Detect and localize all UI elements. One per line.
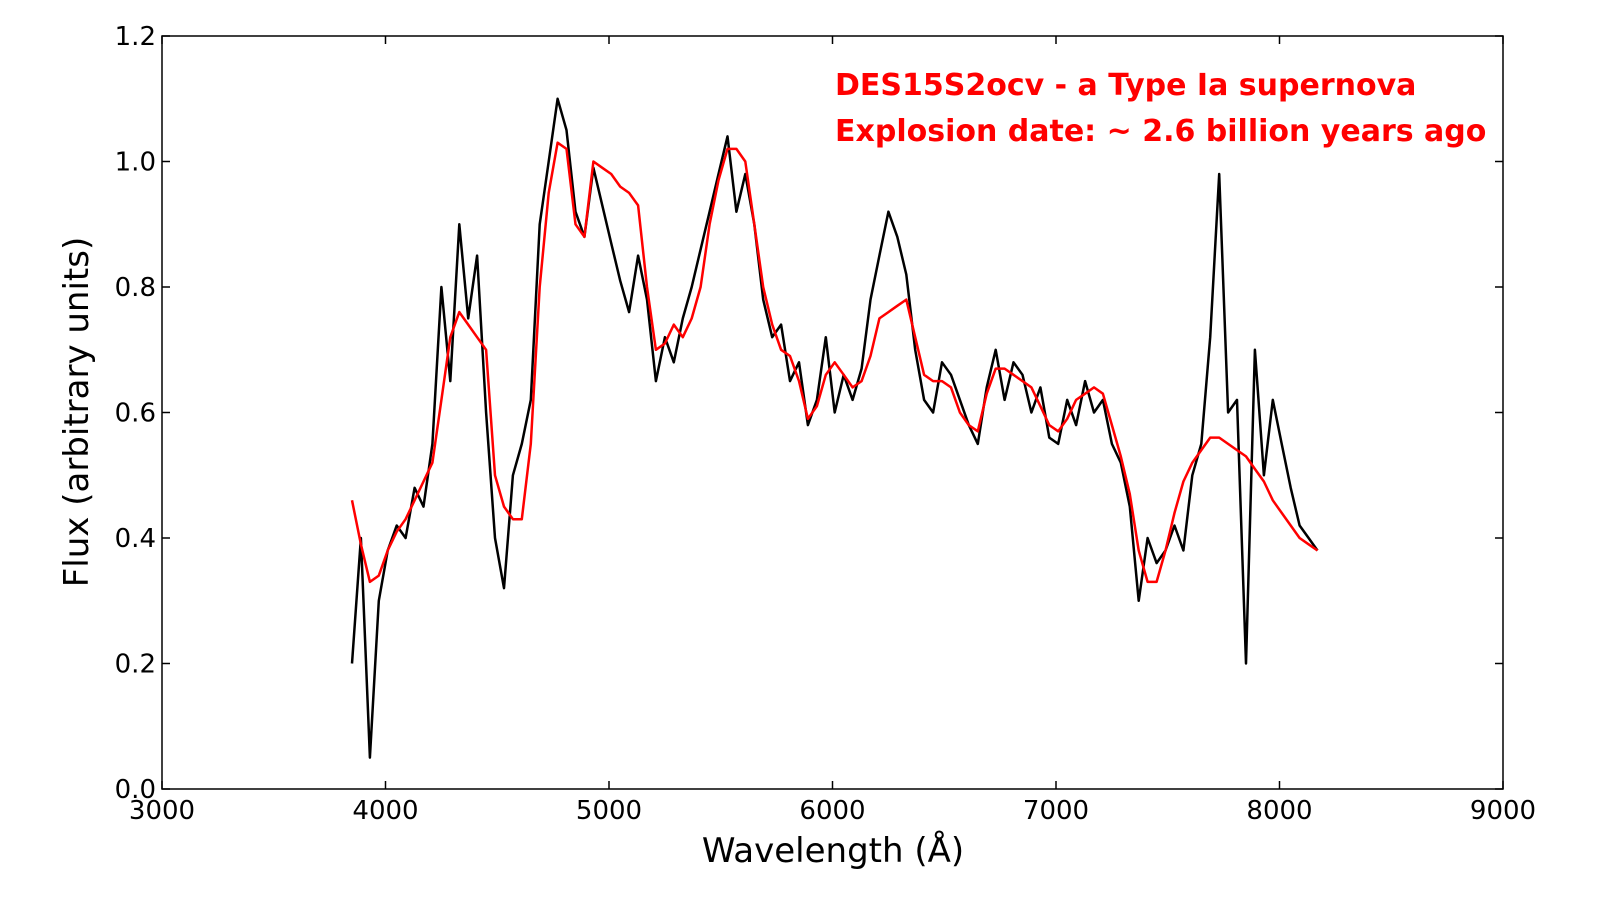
y-tick-label: 0.0 <box>115 775 156 805</box>
plot-frame <box>161 35 1504 790</box>
x-tick-label: 7000 <box>1023 796 1089 826</box>
y-tick-label: 0.6 <box>115 399 156 429</box>
y-axis-label: Flux (arbitrary units) <box>57 237 97 588</box>
y-tick-label: 0.4 <box>115 524 156 554</box>
x-tick-label: 6000 <box>799 796 865 826</box>
annotation: Explosion date: ~ 2.6 billion years ago <box>835 114 1486 149</box>
x-tick-label: 3000 <box>129 796 195 826</box>
y-tick-label: 0.2 <box>115 650 156 680</box>
annotation: DES15S2ocv - a Type Ia supernova <box>835 68 1416 103</box>
x-tick-label: 4000 <box>352 796 418 826</box>
series-line <box>350 141 1319 584</box>
x-axis-label: Wavelength (Å) <box>702 830 964 871</box>
y-tick-label: 0.8 <box>115 273 156 303</box>
y-tick-label: 1.0 <box>115 148 156 178</box>
series-line <box>350 97 1319 759</box>
x-tick-label: 5000 <box>576 796 642 826</box>
y-tick-label: 1.2 <box>115 22 156 52</box>
x-tick-label: 9000 <box>1470 796 1536 826</box>
x-tick-label: 8000 <box>1246 796 1312 826</box>
